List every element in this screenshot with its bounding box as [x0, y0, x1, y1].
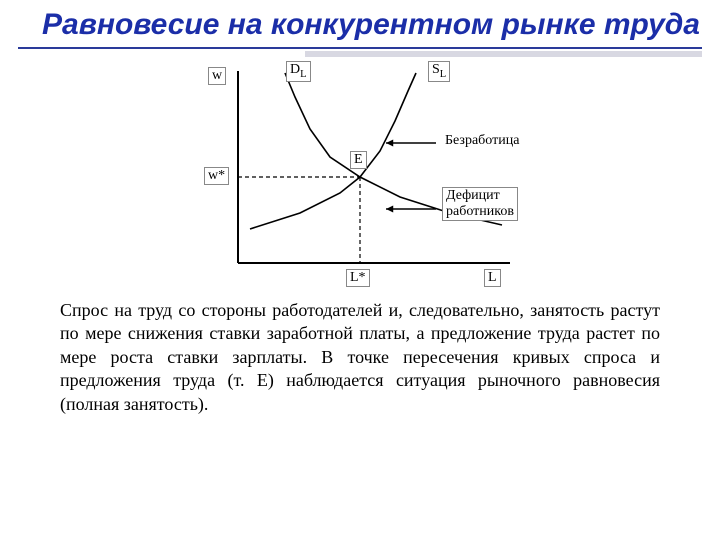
chart-label-deficit: Дефицитработников — [442, 187, 518, 221]
chart-label-L: L — [484, 269, 501, 287]
chart-label-DL: DL — [286, 61, 311, 82]
chart-label-w: w — [208, 67, 226, 85]
chart-label-unemp: Безработица — [442, 133, 522, 149]
chart-label-Lstar: L* — [346, 269, 370, 287]
title-underline — [18, 47, 702, 55]
explanation-paragraph: Спрос на труд со стороны работодателей и… — [0, 289, 720, 416]
chart-label-wstar: w* — [204, 167, 229, 185]
slide-title: Равновесие на конкурентном рынке труда — [0, 0, 720, 41]
chart-label-SL: SL — [428, 61, 450, 82]
supply-curve — [250, 73, 416, 229]
chart-container: w DL SL Ew* L* L Безработица Дефицитработников — [0, 59, 720, 289]
chart-label-E: E — [350, 151, 367, 169]
labor-market-chart: w DL SL Ew* L* L Безработица Дефицитработников — [190, 59, 530, 289]
